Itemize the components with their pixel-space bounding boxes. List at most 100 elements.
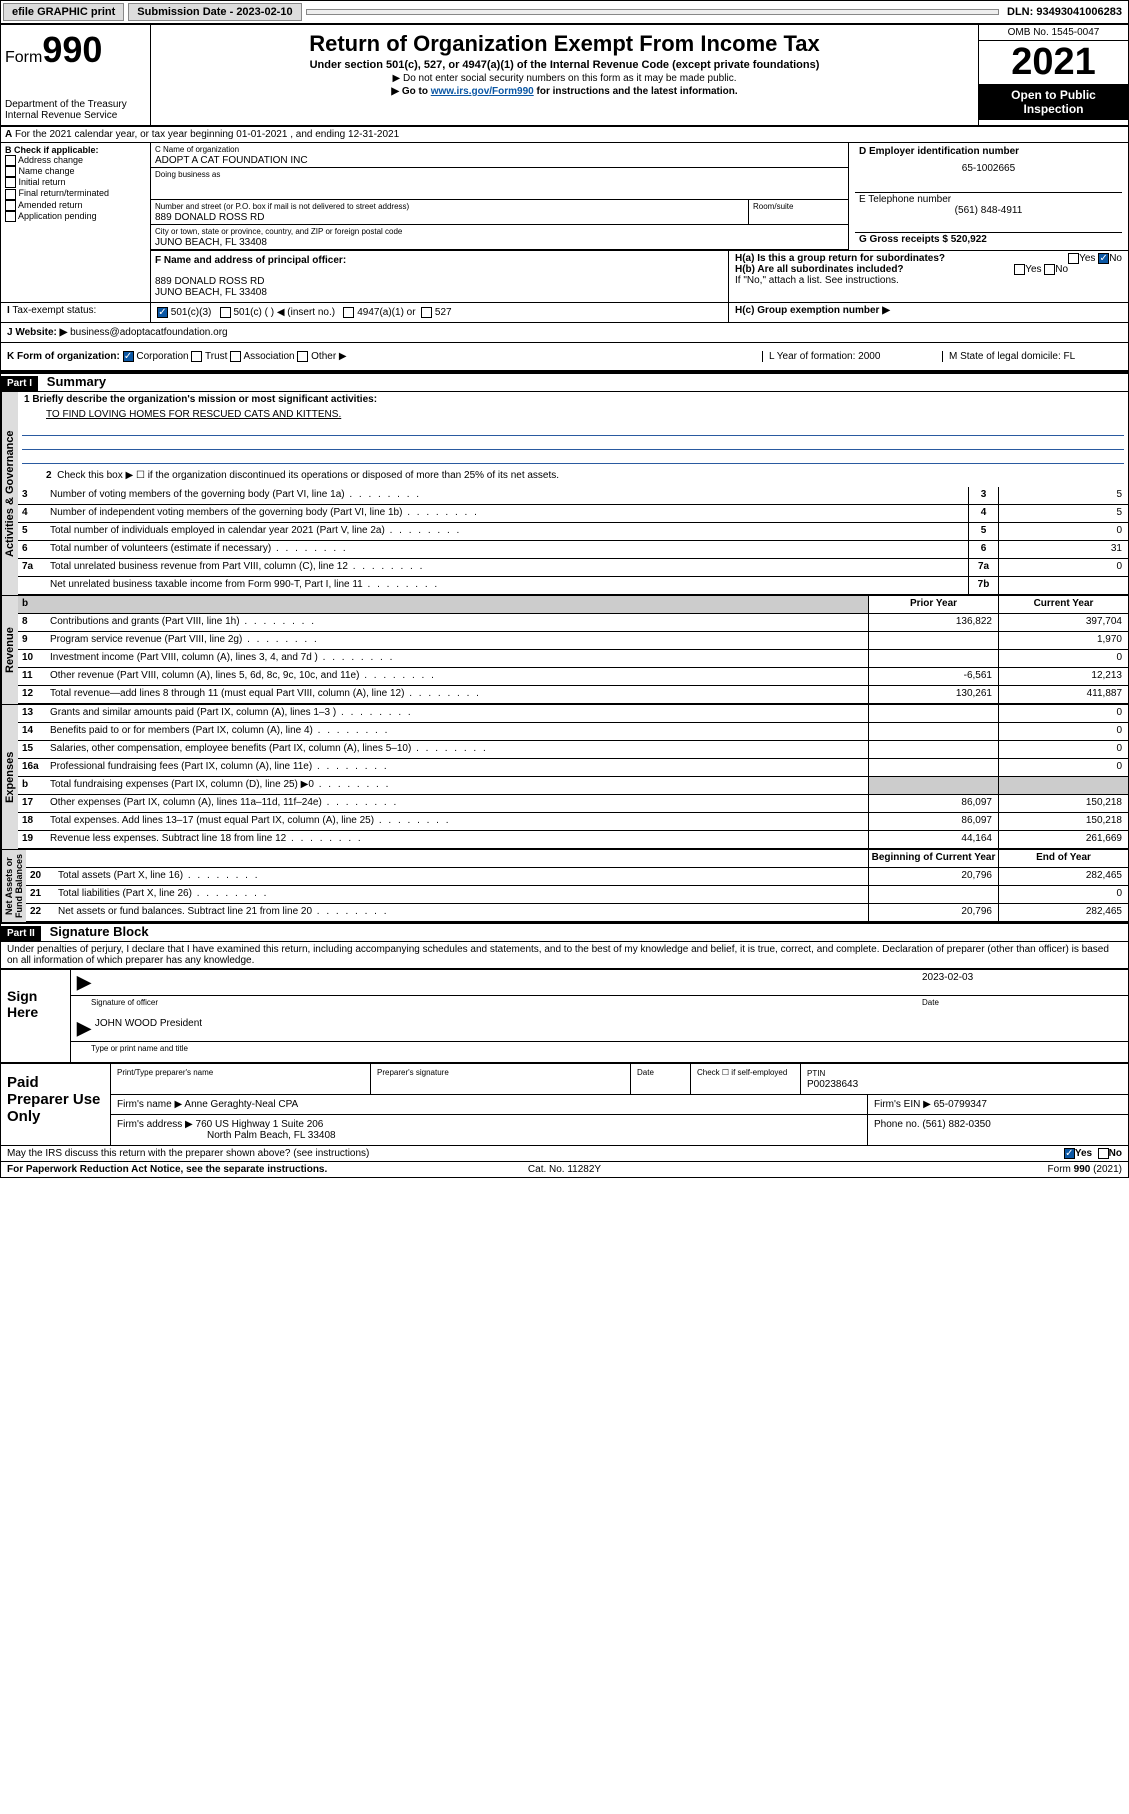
begin-year-head: Beginning of Current Year [868, 850, 998, 867]
foot-left: For Paperwork Reduction Act Notice, see … [7, 1164, 327, 1175]
website-val: business@adoptacatfoundation.org [70, 327, 228, 338]
check-address: Address change [18, 155, 83, 165]
sig-date: 2023-02-03 [922, 972, 1122, 993]
dba-label: Doing business as [155, 170, 220, 179]
sign-here-label: Sign Here [1, 970, 71, 1062]
column-b: B Check if applicable: Address change Na… [1, 143, 151, 302]
hb-note: If "No," attach a list. See instructions… [735, 275, 1122, 286]
tax-year-range: For the 2021 calendar year, or tax year … [15, 129, 399, 140]
foot-right: Form 990 (2021) [750, 1164, 1122, 1175]
dln-label: DLN: 93493041006283 [1001, 4, 1128, 20]
subtitle-2: ▶ Do not enter social security numbers o… [155, 73, 974, 84]
year-formation: L Year of formation: 2000 [762, 351, 942, 362]
part2-title: Signature Block [44, 922, 155, 941]
ein: 65-1002665 [859, 157, 1118, 174]
form-container: efile GRAPHIC print Submission Date - 20… [0, 0, 1129, 1178]
form-header: Form990 Department of the Treasury Inter… [1, 25, 1128, 127]
mission-prompt: 1 Briefly describe the organization's mi… [24, 394, 377, 405]
curr-year-head: Current Year [998, 596, 1128, 613]
street: 889 DONALD ROSS RD [155, 212, 264, 223]
officer-label: F Name and address of principal officer: [155, 255, 346, 266]
check-pending: Application pending [18, 211, 97, 221]
officer-addr2: JUNO BEACH, FL 33408 [155, 287, 724, 298]
firm-name: Anne Geraghty-Neal CPA [184, 1099, 298, 1110]
prep-c1: Print/Type preparer's name [111, 1064, 371, 1094]
check-final: Final return/terminated [19, 188, 110, 198]
city-label: City or town, state or province, country… [155, 227, 402, 236]
officer-addr1: 889 DONALD ROSS RD [155, 276, 724, 287]
irs-link[interactable]: www.irs.gov/Form990 [431, 86, 534, 97]
check-amended: Amended return [18, 200, 83, 210]
firm-ein: 65-0799347 [934, 1099, 987, 1110]
officer-name: JOHN WOOD President [95, 1018, 1122, 1039]
subtitle-1: Under section 501(c), 527, or 4947(a)(1)… [155, 59, 974, 71]
vlabel-net: Net Assets orFund Balances [1, 850, 26, 922]
date-label: Date [922, 998, 1122, 1014]
omb-number: OMB No. 1545-0047 [979, 25, 1128, 41]
part2-head: Part II [1, 926, 41, 941]
firm-phone-label: Phone no. [874, 1119, 920, 1130]
perjury-text: Under penalties of perjury, I declare th… [1, 942, 1128, 968]
vlabel-governance: Activities & Governance [1, 392, 18, 595]
check-initial: Initial return [19, 177, 66, 187]
527: 527 [435, 307, 452, 318]
ein-label: D Employer identification number [859, 146, 1019, 157]
firm-addr1: 760 US Highway 1 Suite 206 [196, 1119, 324, 1130]
tax-exempt-label: Tax-exempt status: [12, 305, 96, 316]
vlabel-expenses: Expenses [1, 705, 18, 849]
mission-text: TO FIND LOVING HOMES FOR RESCUED CATS AN… [46, 409, 341, 420]
open-public-badge: Open to Public Inspection [979, 84, 1128, 120]
city: JUNO BEACH, FL 33408 [155, 237, 267, 248]
formorg-label: K Form of organization: [7, 351, 120, 362]
part1-head: Part I [1, 376, 38, 391]
501c3: 501(c)(3) [171, 307, 212, 318]
foot-mid: Cat. No. 11282Y [379, 1164, 751, 1175]
form-title: Return of Organization Exempt From Incom… [155, 31, 974, 57]
section-a: A For the 2021 calendar year, or tax yea… [1, 127, 1128, 143]
website-label: J Website: ▶ [7, 327, 67, 338]
tax-year: 2021 [979, 41, 1128, 84]
spacer-button [306, 9, 999, 15]
state-domicile: M State of legal domicile: FL [942, 351, 1122, 362]
prior-year-head: Prior Year [868, 596, 998, 613]
phone-label: E Telephone number [859, 194, 951, 205]
org-name: ADOPT A CAT FOUNDATION INC [155, 155, 308, 166]
line2: Check this box ▶ ☐ if the organization d… [57, 470, 559, 481]
4947a1: 4947(a)(1) or [357, 307, 415, 318]
irs-label: Internal Revenue Service [5, 110, 146, 121]
prep-c2: Preparer's signature [371, 1064, 631, 1094]
col-b-label: B Check if applicable: [5, 145, 99, 155]
submission-date-button[interactable]: Submission Date - 2023-02-10 [128, 3, 301, 21]
part1-title: Summary [41, 372, 112, 391]
check-name: Name change [19, 166, 75, 176]
prep-c4: Check ☐ if self-employed [691, 1064, 801, 1094]
firm-ein-label: Firm's EIN ▶ [874, 1099, 931, 1110]
efile-print-button[interactable]: efile GRAPHIC print [3, 3, 124, 21]
firm-addr2: North Palm Beach, FL 33408 [117, 1130, 336, 1141]
form-label: Form [5, 49, 42, 66]
hc-label: H(c) Group exemption number ▶ [735, 305, 890, 316]
gross-receipts: G Gross receipts $ 520,922 [859, 234, 987, 245]
ptin-label: PTIN [807, 1069, 825, 1078]
discuss-text: May the IRS discuss this return with the… [7, 1148, 1064, 1159]
room-label: Room/suite [753, 202, 793, 211]
end-year-head: End of Year [998, 850, 1128, 867]
firm-phone: (561) 882-0350 [922, 1119, 990, 1130]
ha-label: H(a) Is this a group return for subordin… [735, 253, 945, 264]
street-label: Number and street (or P.O. box if mail i… [155, 202, 409, 211]
goto-post: for instructions and the latest informat… [537, 86, 738, 97]
vlabel-revenue: Revenue [1, 596, 18, 704]
goto-pre: ▶ Go to [391, 86, 430, 97]
name-label: Type or print name and title [91, 1044, 188, 1060]
org-name-label: C Name of organization [155, 145, 239, 154]
paid-preparer-label: Paid Preparer Use Only [1, 1064, 111, 1145]
hb-label: H(b) Are all subordinates included? [735, 264, 904, 275]
dept-label: Department of the Treasury [5, 99, 146, 110]
sig-officer-label: Signature of officer [91, 998, 922, 1014]
phone: (561) 848-4911 [859, 205, 1118, 216]
prep-c3: Date [631, 1064, 691, 1094]
ptin: P00238643 [807, 1079, 858, 1090]
top-bar: efile GRAPHIC print Submission Date - 20… [1, 1, 1128, 25]
form-number: 990 [42, 29, 102, 70]
501c: 501(c) ( ) ◀ (insert no.) [233, 307, 335, 318]
